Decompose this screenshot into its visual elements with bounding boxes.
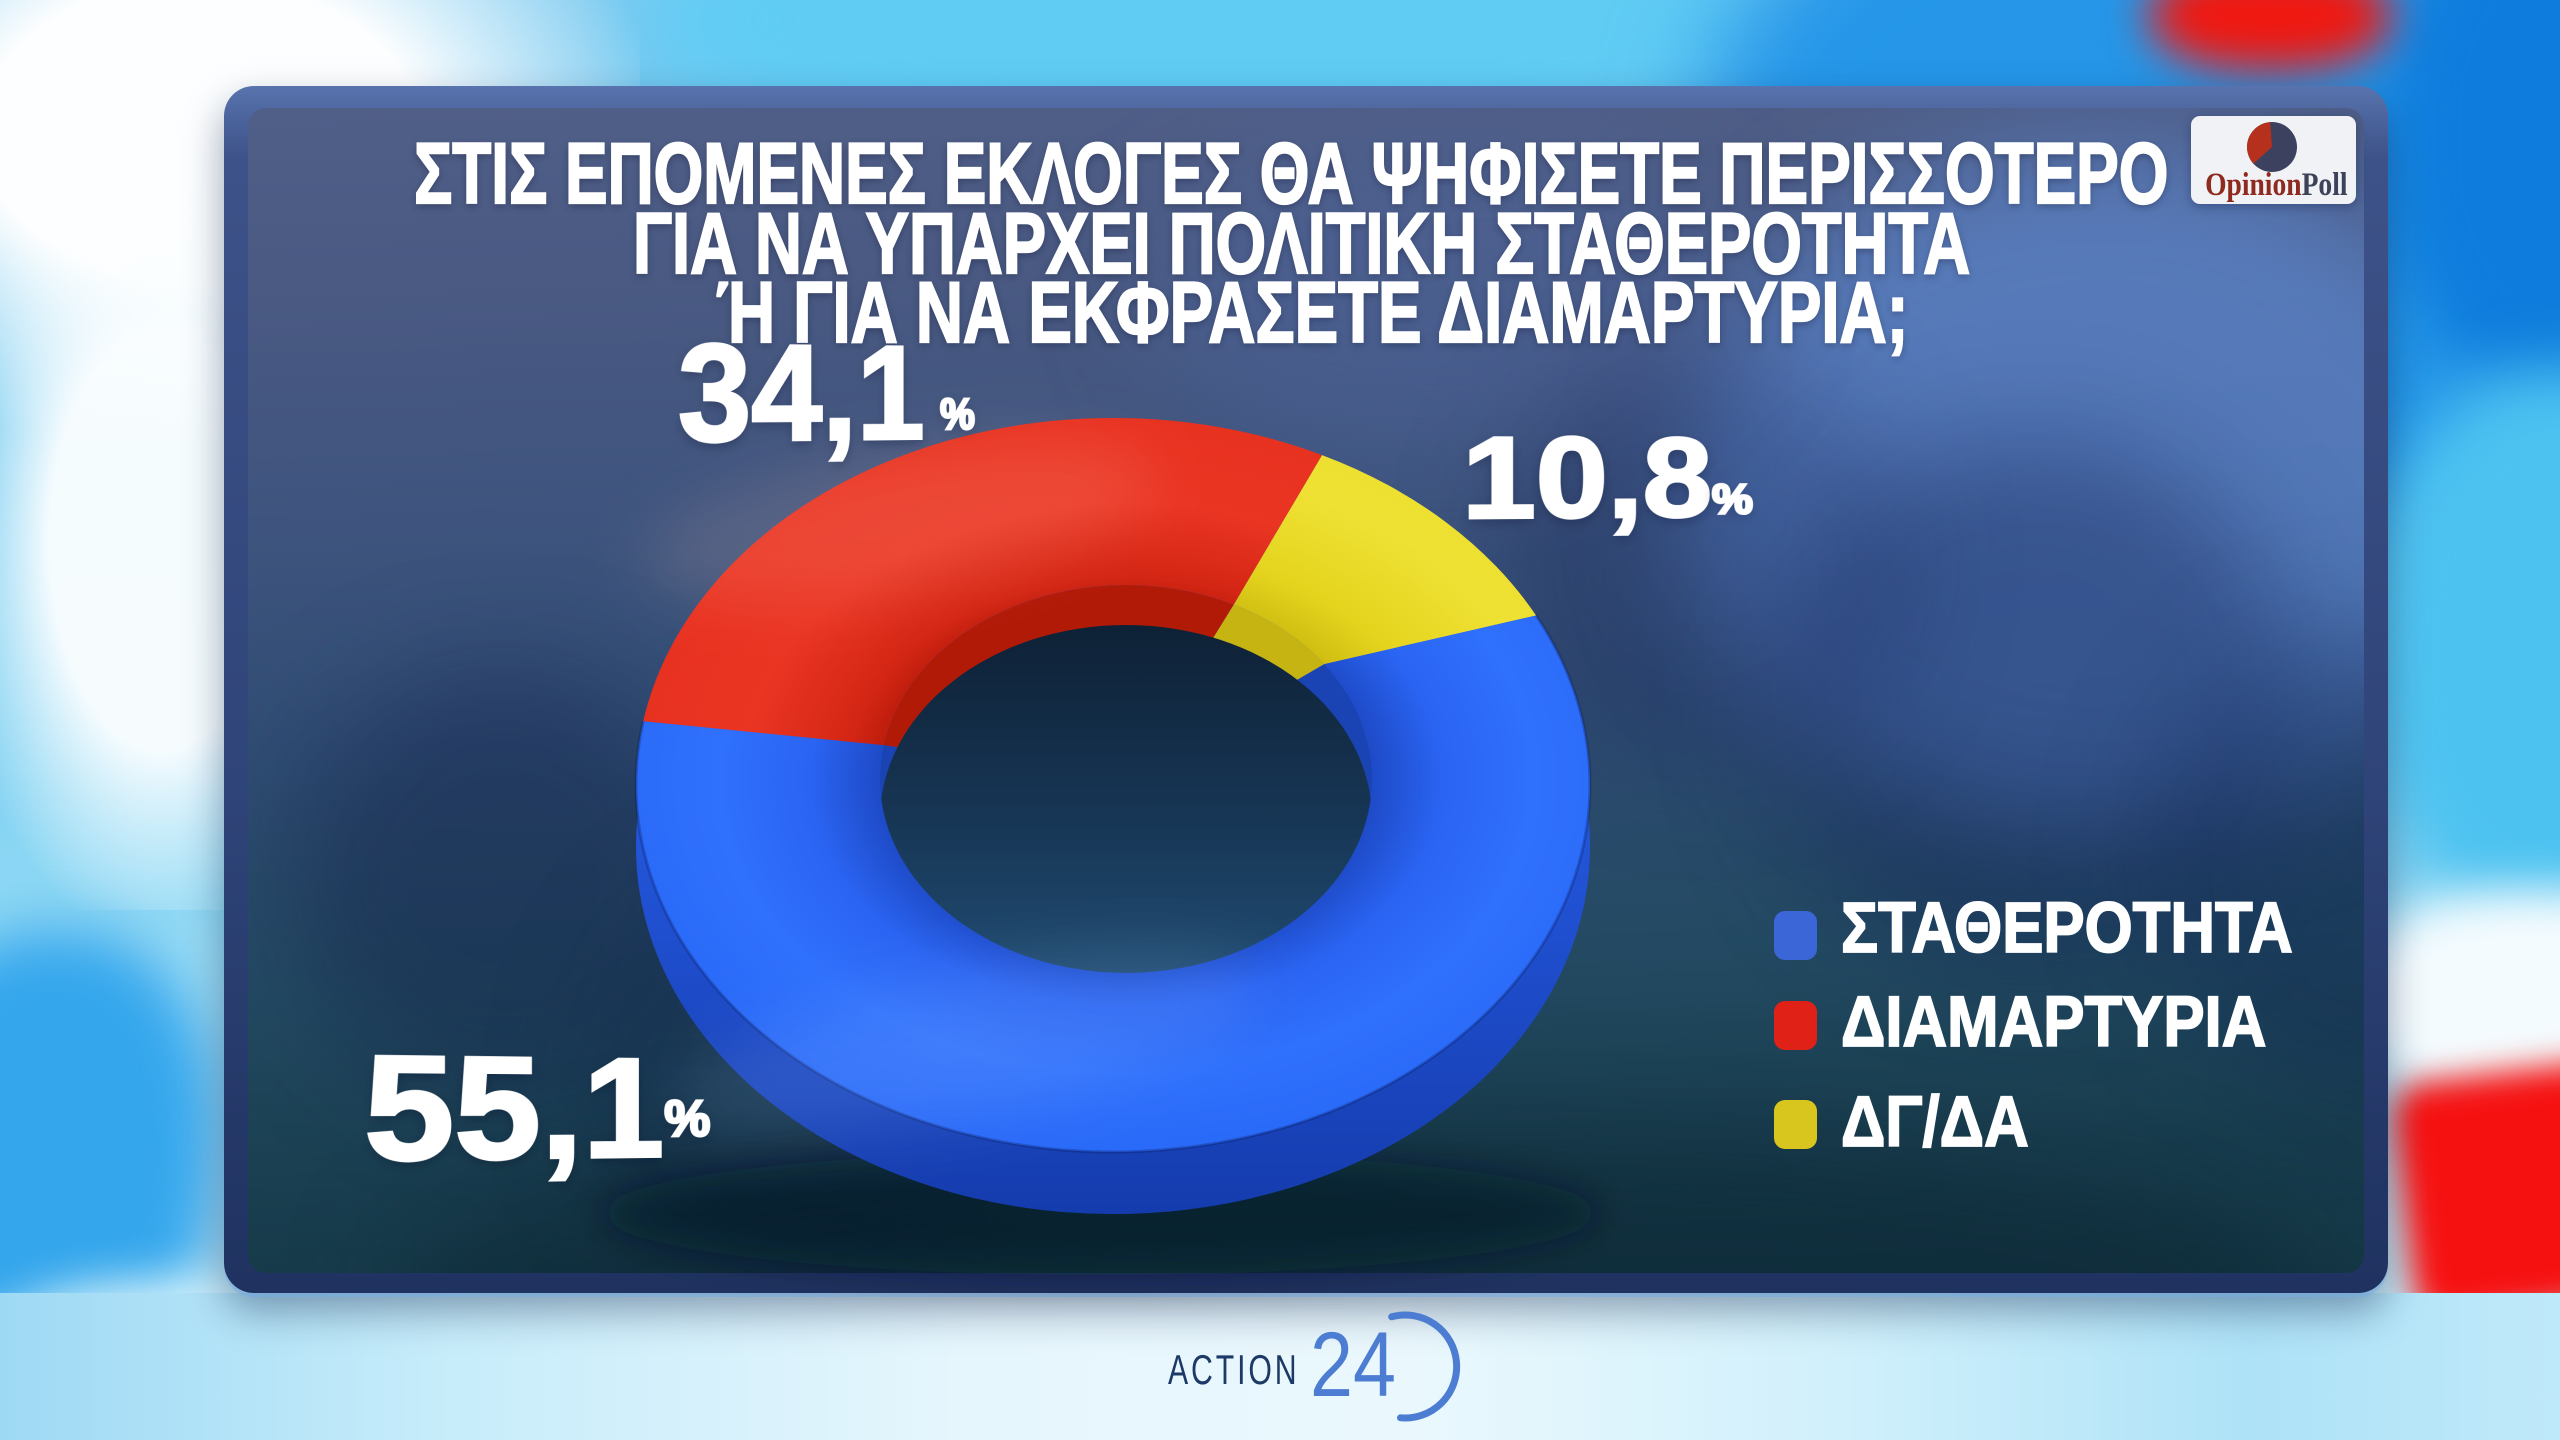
svg-text:24: 24 bbox=[1310, 1314, 1396, 1417]
svg-text:ACTION: ACTION bbox=[1168, 1346, 1299, 1393]
